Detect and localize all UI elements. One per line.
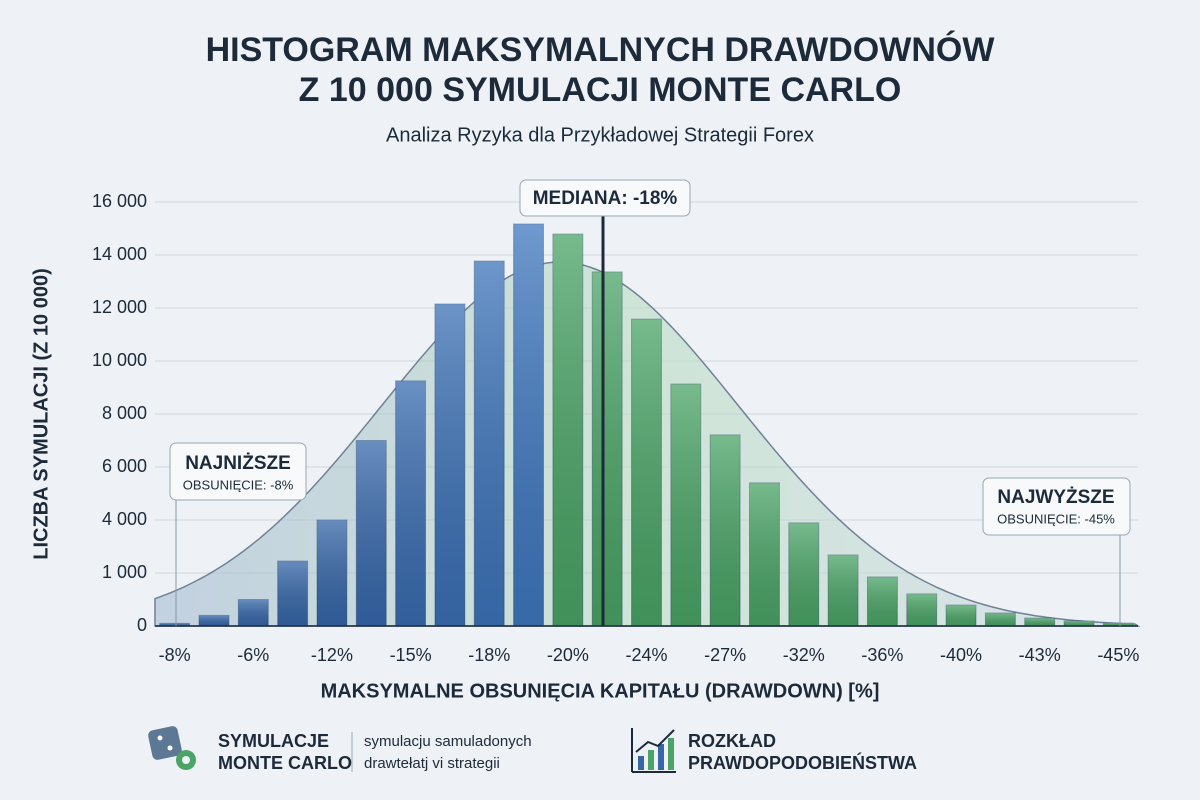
footer-title: MONTE CARLO [218, 753, 352, 773]
x-tick-label: -40% [940, 645, 982, 665]
x-tick-label: -27% [704, 645, 746, 665]
x-tick-label: -32% [783, 645, 825, 665]
lowest-box [169, 442, 307, 501]
highest-title: NAJWYŻSZE [997, 487, 1114, 508]
bar-shade [749, 482, 780, 626]
bar-shade [356, 440, 387, 626]
chart-icon [631, 728, 676, 773]
x-tick-label: -6% [237, 645, 269, 665]
x-tick-label: -15% [390, 645, 432, 665]
y-tick-label: 0 [137, 615, 147, 635]
x-axis-label: MAKSYMALNE OBSUNIĘCIA KAPITAŁU (DRAWDOWN… [321, 680, 880, 702]
bar-shade [1024, 618, 1055, 626]
plot-area: 0 1 000 4 000 6 000 8 000 10 000 12 000 14 000 1… [92, 191, 1141, 665]
lowest-text: OBSUNIĘCIE: -8% [183, 477, 294, 492]
footer-text: symulacju samuladonych [364, 733, 532, 750]
y-tick-label: 12 000 [92, 297, 147, 317]
footer-text: drawtełatj vi strategii [364, 755, 500, 772]
bar-shade [434, 304, 465, 626]
y-tick-label: 16 000 [92, 191, 147, 211]
highest-box [982, 477, 1131, 536]
x-tick-label: -24% [625, 645, 667, 665]
lowest-title: NAJNIŻSZE [185, 453, 291, 474]
x-tick-label: -36% [861, 645, 903, 665]
y-tick-label: 10 000 [92, 350, 147, 370]
bar-shade [199, 615, 229, 626]
bar-shade [1103, 623, 1134, 626]
footer-title: SYMULACJE [218, 731, 329, 751]
bar-shade [906, 593, 937, 626]
bar-shade [670, 384, 701, 626]
y-tick-label: 1 000 [102, 562, 147, 582]
x-tick-label: -8% [159, 645, 191, 665]
bar-shade [828, 554, 859, 626]
bar-shade [513, 223, 544, 626]
median-label: MEDIANA: -18% [533, 188, 678, 209]
bar-shade [238, 599, 269, 626]
x-tick-label: -45% [1097, 645, 1139, 665]
bar-shade [474, 261, 505, 626]
x-tick-label: -12% [311, 645, 353, 665]
bar-shade [631, 319, 662, 626]
bar-shade [710, 434, 741, 626]
bar-shade [395, 380, 426, 626]
chart-title: Z 10 000 SYMULACJI MONTE CARLO [299, 71, 902, 109]
bar-shade [788, 522, 819, 626]
footer: SYMULACJE MONTE CARLO symulacju samulado… [148, 726, 917, 773]
x-tick-label: -18% [468, 645, 510, 665]
bar-shade [867, 576, 898, 626]
bar-shade [159, 623, 190, 626]
y-tick-label: 4 000 [102, 509, 147, 529]
bar-shade [946, 605, 977, 626]
bar-shade [1064, 620, 1094, 626]
dice-icon [148, 726, 196, 770]
y-axis-label: LICZBA SYMULACJI (Z 10 000) [30, 268, 52, 560]
y-tick-label: 8 000 [102, 403, 147, 423]
chart-subtitle: Analiza Ryzyka dla Przykładowej Strategi… [386, 124, 814, 146]
annotations: MEDIANA: -18% NAJNIŻSZE OBSUNIĘCIE: -8% … [169, 179, 1131, 626]
y-tick-label: 6 000 [102, 456, 147, 476]
x-tick-label: -20% [547, 645, 589, 665]
chart-title: HISTOGRAM MAKSYMALNYCH DRAWDOWNÓW [206, 31, 996, 69]
bar-shade [592, 271, 623, 626]
footer-title: PRAWDOPODOBIEŃSTWA [688, 752, 917, 773]
highest-text: OBSUNIĘCIE: -45% [997, 511, 1115, 526]
bar-shade [277, 561, 308, 626]
bar-shade [552, 234, 583, 626]
bar-shade [985, 613, 1016, 626]
footer-title: ROZKŁAD [688, 731, 776, 751]
median-box [519, 179, 691, 217]
bar-shade [316, 520, 347, 626]
y-tick-label: 14 000 [92, 244, 147, 264]
x-tick-label: -43% [1019, 645, 1061, 665]
